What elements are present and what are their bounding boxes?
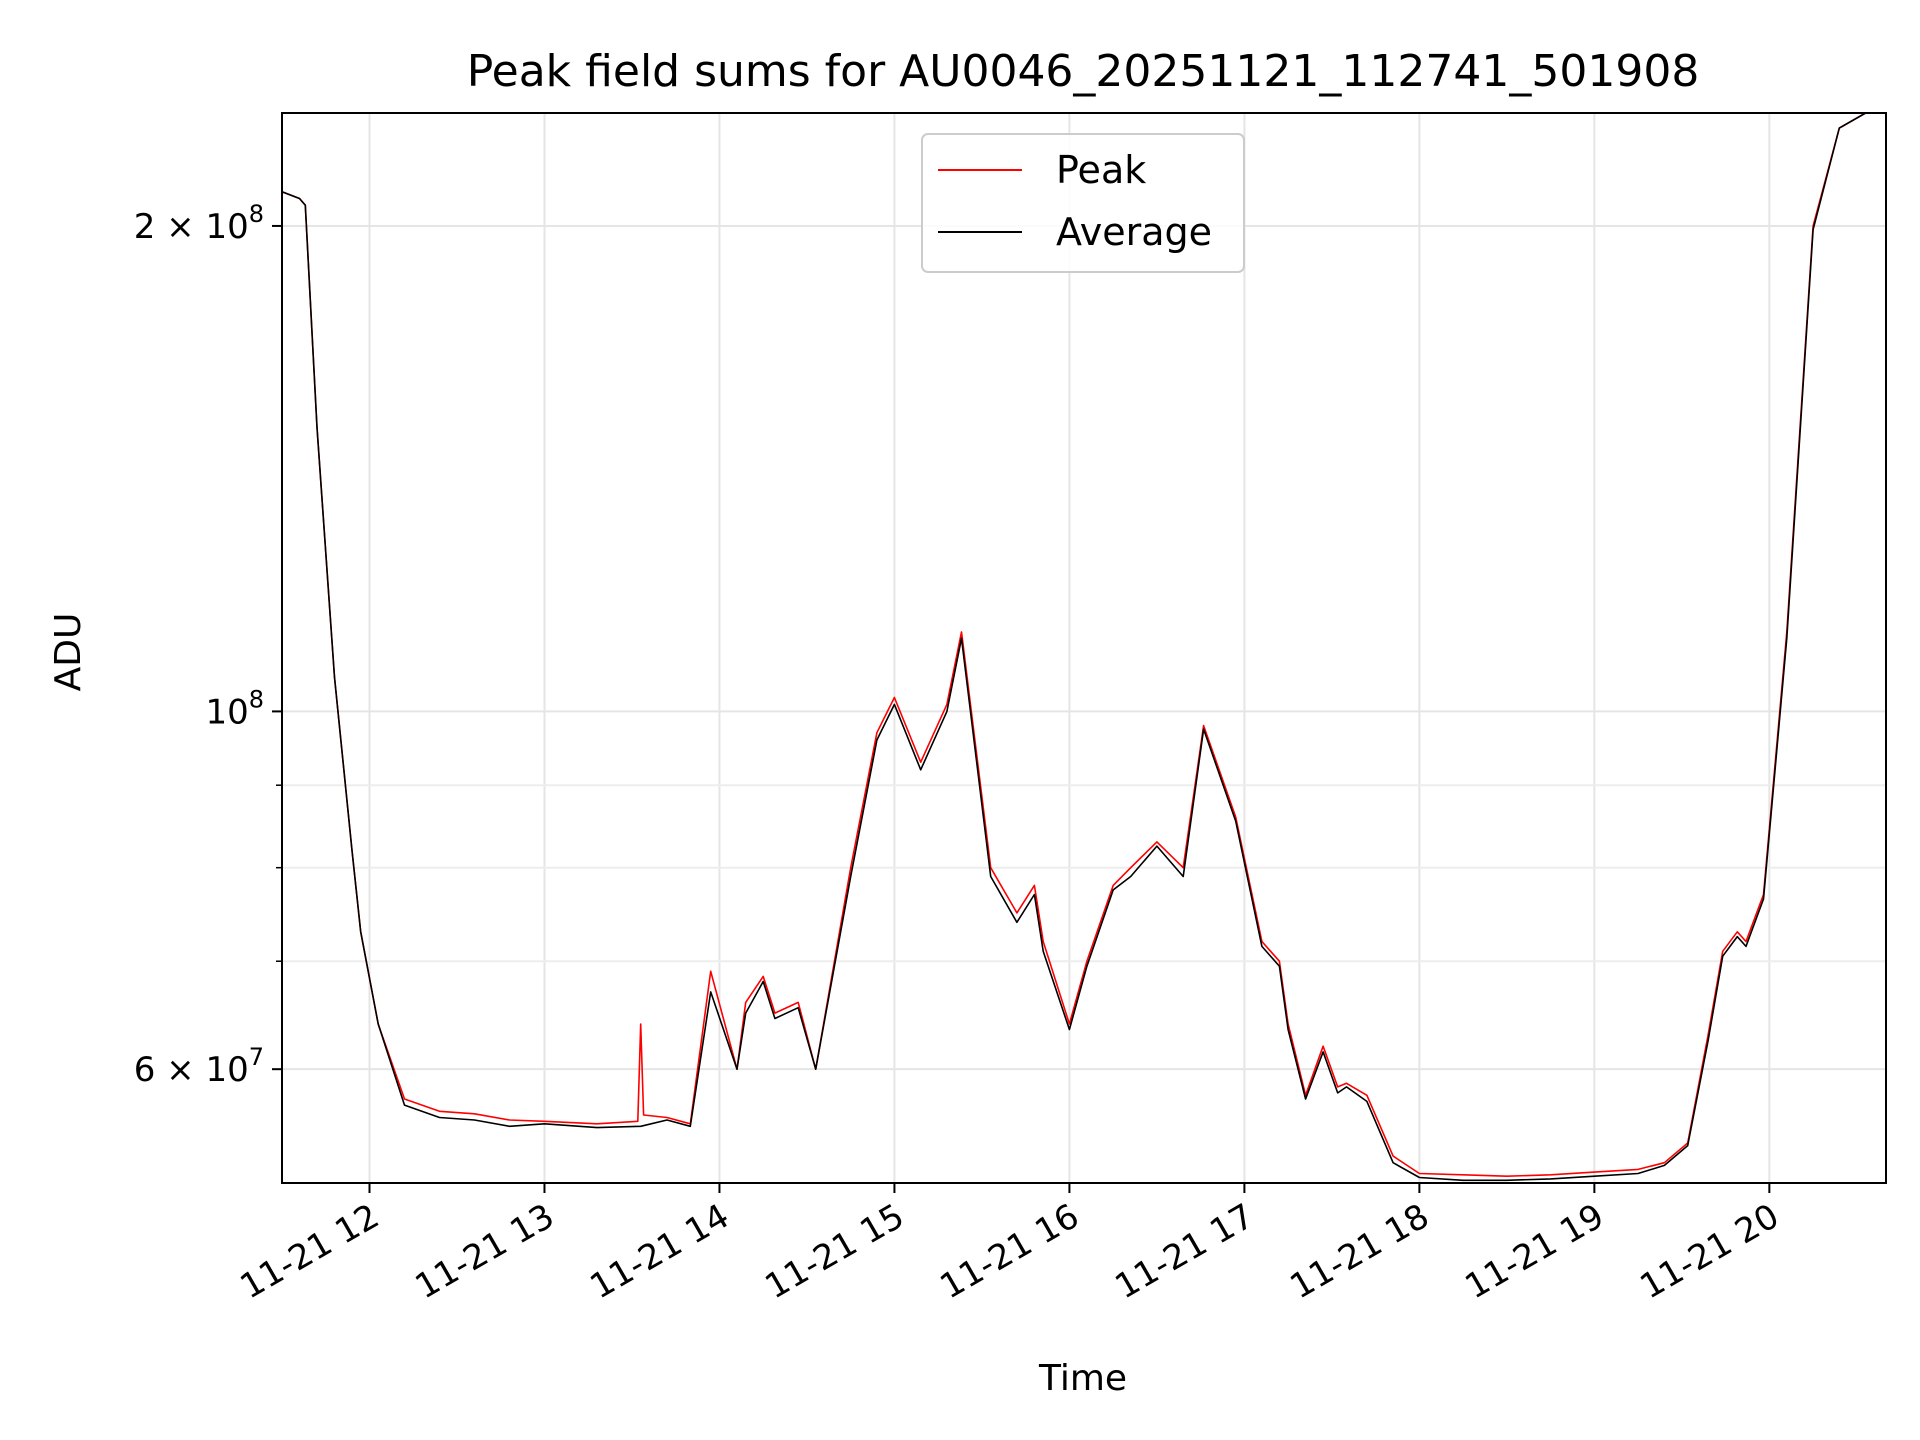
- y-axis-title: ADU: [48, 613, 89, 692]
- y-tick-label: 6 × 107: [134, 1043, 264, 1090]
- y-tick-label-exponent: 7: [249, 1043, 264, 1071]
- y-tick-label-base: 6 × 10: [134, 1050, 249, 1090]
- y-tick-label-exponent: 8: [249, 685, 264, 713]
- chart-title: Peak field sums for AU0046_20251121_1127…: [467, 46, 1700, 97]
- series-line-peak: [282, 113, 1886, 1177]
- y-tick-label-base: 10: [205, 692, 248, 732]
- series-layer: [282, 113, 1886, 1182]
- legend-box: [921, 133, 1245, 273]
- y-tick-label: 2 × 108: [134, 200, 264, 247]
- y-tick-label-base: 2 × 10: [134, 207, 249, 247]
- series-line-average: [282, 113, 1886, 1182]
- y-tick-label-exponent: 8: [249, 200, 264, 228]
- legend-peak-label: Peak: [1056, 148, 1146, 192]
- plot-frame: [281, 112, 1887, 1184]
- y-tick-label: 108: [205, 685, 264, 732]
- legend-average-label: Average: [1056, 210, 1212, 254]
- x-axis-title: Time: [1038, 1358, 1127, 1399]
- legend: Peak Average: [921, 133, 1245, 273]
